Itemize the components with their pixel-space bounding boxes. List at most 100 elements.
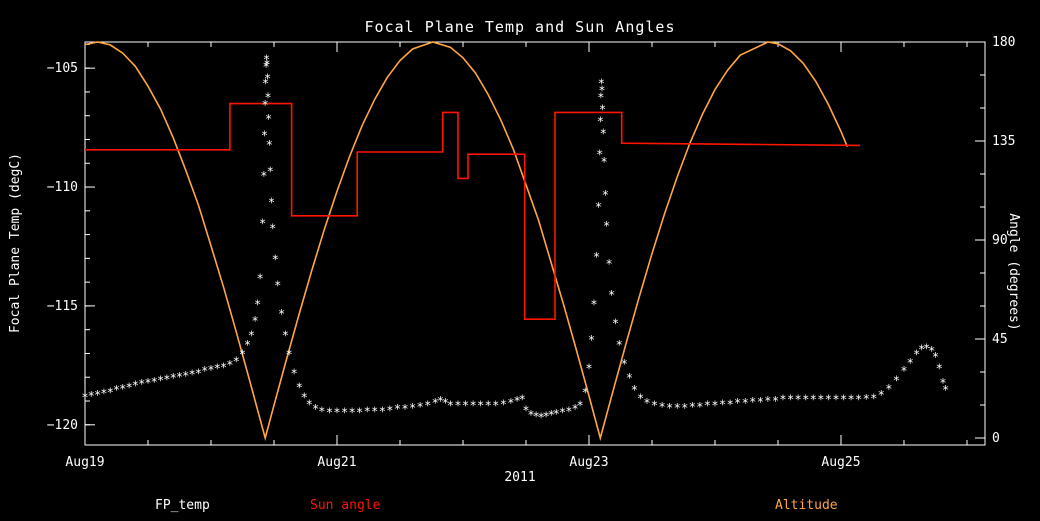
tick-label: 135 (992, 134, 1015, 149)
legend-altitude: Altitude (775, 498, 838, 513)
marker-asterisk: * (119, 382, 126, 396)
marker-asterisk: * (326, 406, 333, 420)
marker-asterisk: * (749, 395, 756, 409)
marker-asterisk: * (942, 383, 949, 397)
marker-asterisk: * (107, 386, 114, 400)
marker-asterisk: * (757, 395, 764, 409)
y-left-axis-title: Focal Plane Temp (degC) (8, 153, 23, 334)
marker-asterisk: * (900, 364, 907, 378)
marker-asterisk: * (188, 368, 195, 382)
marker-asterisk: * (608, 288, 615, 302)
marker-asterisk: * (254, 298, 261, 312)
marker-asterisk: * (282, 328, 289, 342)
y-left-tick-labels: −105 −110 −115 −120 (47, 61, 78, 433)
marker-asterisk: * (195, 366, 202, 380)
marker-asterisk: * (595, 200, 602, 214)
marker-asterisk: * (220, 361, 227, 375)
marker-asterisk: * (616, 338, 623, 352)
marker-asterisk: * (163, 372, 170, 386)
marker-asterisk: * (132, 378, 139, 392)
legend-fp-temp: FP_temp (155, 498, 210, 513)
marker-asterisk: * (94, 388, 101, 402)
marker-asterisk: * (226, 358, 233, 372)
tick-label: Aug25 (821, 455, 860, 470)
marker-asterisk: * (704, 399, 711, 413)
marker-asterisk: * (696, 400, 703, 414)
marker-asterisk: * (477, 399, 484, 413)
marker-asterisk: * (364, 405, 371, 419)
marker-asterisk: * (417, 400, 424, 414)
marker-asterisk: * (233, 355, 240, 369)
marker-asterisk: * (543, 409, 550, 423)
marker-asterisk: * (285, 347, 292, 361)
marker-asterisk: * (100, 387, 107, 401)
marker-asterisk: * (553, 407, 560, 421)
marker-asterisk: * (870, 391, 877, 405)
marker-asterisk: * (514, 394, 521, 408)
marker-asterisk: * (825, 393, 832, 407)
marker-asterisk: * (432, 396, 439, 410)
tick-label: Aug21 (317, 455, 356, 470)
marker-asterisk: * (612, 317, 619, 331)
x-axis-tick-labels: Aug19 Aug21 Aug23 Aug25 (65, 455, 860, 470)
marker-asterisk: * (742, 396, 749, 410)
marker-asterisk: * (442, 396, 449, 410)
sun-angle-series-line (85, 102, 860, 321)
marker-asterisk: * (157, 374, 164, 388)
marker-asterisk: * (244, 338, 251, 352)
marker-asterisk: * (847, 393, 854, 407)
marker-asterisk: * (144, 376, 151, 390)
marker-asterisk: * (341, 406, 348, 420)
marker-asterisk: * (176, 370, 183, 384)
marker-asterisk: * (522, 403, 529, 417)
marker-asterisk: * (817, 393, 824, 407)
marker-asterisk: * (932, 350, 939, 364)
marker-asterisk: * (278, 307, 285, 321)
marker-asterisk: * (711, 399, 718, 413)
marker-asterisk: * (681, 401, 688, 415)
marker-asterisk: * (138, 377, 145, 391)
marker-asterisk: * (537, 410, 544, 424)
marker-asterisk: * (726, 397, 733, 411)
marker-asterisk: * (519, 393, 526, 407)
marker-asterisk: * (462, 399, 469, 413)
marker-asterisk: * (248, 328, 255, 342)
marker-asterisk: * (893, 374, 900, 388)
marker-asterisk: * (239, 347, 246, 361)
marker-asterisk: * (606, 257, 613, 271)
marker-asterisk: * (371, 405, 378, 419)
marker-asterisk: * (264, 91, 271, 105)
marker-asterisk: * (263, 53, 270, 67)
marker-asterisk: * (855, 393, 862, 407)
marker-asterisk: * (666, 401, 673, 415)
marker-asterisk: * (588, 333, 595, 347)
marker-asterisk: * (603, 219, 610, 233)
marker-asterisk: * (447, 399, 454, 413)
marker-asterisk: * (264, 72, 271, 86)
marker-asterisk: * (272, 252, 279, 266)
y-right-tick-labels: 0 45 90 135 180 (992, 35, 1015, 446)
marker-asterisk: * (207, 363, 214, 377)
tick-label: Aug23 (569, 455, 608, 470)
marker-asterisk: * (597, 91, 604, 105)
altitude-series-line (84, 41, 849, 442)
marker-asterisk: * (637, 391, 644, 405)
tick-label: 0 (992, 431, 1000, 446)
marker-asterisk: * (260, 169, 267, 183)
marker-asterisk: * (348, 406, 355, 420)
marker-asterisk: * (863, 392, 870, 406)
marker-asterisk: * (923, 342, 930, 356)
tick-label: 45 (992, 332, 1008, 347)
marker-asterisk: * (572, 402, 579, 416)
marker-asterisk: * (151, 375, 158, 389)
marker-asterisk: * (719, 397, 726, 411)
marker-asterisk: * (590, 298, 597, 312)
tick-label: 180 (992, 35, 1015, 50)
x-axis-ticks (84, 42, 968, 445)
marker-asterisk: * (559, 406, 566, 420)
marker-asterisk: * (424, 399, 431, 413)
marker-asterisk: * (81, 390, 88, 404)
marker-asterisk: * (802, 393, 809, 407)
